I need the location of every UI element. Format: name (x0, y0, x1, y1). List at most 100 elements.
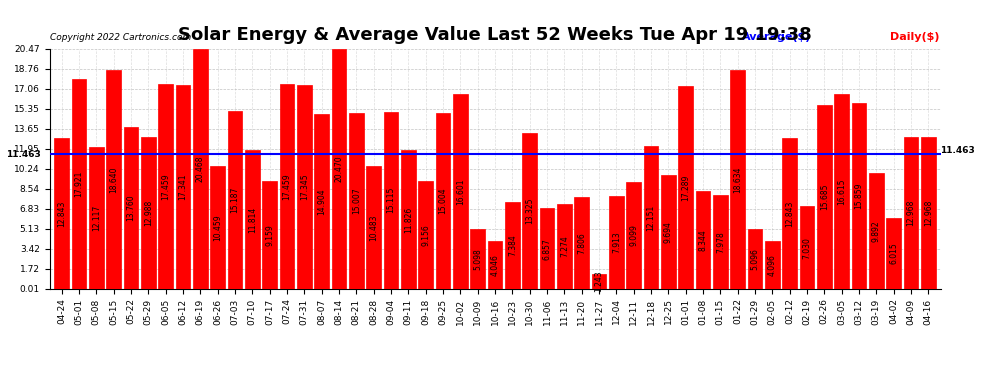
Text: 11.814: 11.814 (248, 207, 256, 233)
Text: 1.243: 1.243 (595, 271, 604, 292)
Text: 7.913: 7.913 (612, 232, 621, 254)
Bar (348, 113, 363, 289)
Text: 5.096: 5.096 (750, 248, 759, 270)
Text: 20.470: 20.470 (335, 156, 344, 182)
Text: 15.859: 15.859 (854, 183, 863, 209)
Text: 17.289: 17.289 (681, 174, 690, 201)
Bar (210, 166, 225, 289)
Bar (886, 218, 901, 289)
Text: 15.187: 15.187 (231, 187, 240, 213)
Text: 12.843: 12.843 (785, 200, 794, 227)
Text: 6.857: 6.857 (543, 238, 551, 260)
Bar (851, 103, 866, 289)
Text: Daily($): Daily($) (890, 32, 940, 42)
Bar (540, 209, 554, 289)
Bar (869, 173, 884, 289)
Bar (193, 49, 208, 289)
Bar (141, 136, 155, 289)
Bar (366, 166, 381, 289)
Bar (644, 146, 658, 289)
Bar (314, 114, 329, 289)
Bar (609, 196, 624, 289)
Bar (89, 147, 104, 289)
Text: 17.345: 17.345 (300, 174, 309, 201)
Text: 12.988: 12.988 (144, 200, 152, 226)
Text: 9.694: 9.694 (664, 221, 673, 243)
Text: 17.921: 17.921 (74, 171, 83, 197)
Text: 18.634: 18.634 (734, 166, 742, 193)
Bar (71, 79, 86, 289)
Bar (904, 137, 919, 289)
Text: 11.463: 11.463 (6, 150, 41, 159)
Text: 5.098: 5.098 (473, 248, 482, 270)
Text: Average($): Average($) (742, 32, 811, 42)
Text: 9.156: 9.156 (421, 224, 431, 246)
Bar (696, 191, 711, 289)
Bar (124, 128, 139, 289)
Bar (523, 132, 537, 289)
Bar (436, 113, 450, 289)
Bar (470, 229, 485, 289)
Bar (765, 241, 780, 289)
Bar (245, 150, 259, 289)
Bar (574, 197, 589, 289)
Bar (835, 94, 849, 289)
Text: 7.384: 7.384 (508, 235, 517, 256)
Text: 6.015: 6.015 (889, 243, 898, 264)
Bar (713, 195, 728, 289)
Bar (384, 112, 398, 289)
Bar (175, 86, 190, 289)
Text: 11.826: 11.826 (404, 206, 413, 232)
Text: 7.806: 7.806 (577, 232, 586, 254)
Text: 17.341: 17.341 (178, 174, 187, 200)
Text: 15.004: 15.004 (439, 188, 447, 214)
Bar (800, 206, 815, 289)
Text: 12.968: 12.968 (907, 200, 916, 226)
Bar (106, 70, 121, 289)
Text: 15.685: 15.685 (820, 184, 829, 210)
Bar (921, 137, 936, 289)
Text: 7.030: 7.030 (803, 237, 812, 259)
Text: 17.459: 17.459 (161, 173, 170, 200)
Text: 17.459: 17.459 (282, 173, 291, 200)
Text: 10.483: 10.483 (369, 214, 378, 241)
Bar (488, 242, 502, 289)
Text: 12.151: 12.151 (646, 204, 655, 231)
Bar (505, 202, 520, 289)
Bar (747, 229, 762, 289)
Text: 15.007: 15.007 (351, 188, 360, 214)
Bar (661, 175, 676, 289)
Bar (419, 182, 433, 289)
Bar (678, 86, 693, 289)
Text: 13.760: 13.760 (127, 195, 136, 222)
Text: 9.892: 9.892 (872, 220, 881, 242)
Text: 11.463: 11.463 (940, 146, 975, 155)
Bar (401, 150, 416, 289)
Text: 10.459: 10.459 (213, 214, 222, 241)
Bar (817, 105, 832, 289)
Text: 9.099: 9.099 (630, 225, 639, 246)
Text: 14.904: 14.904 (317, 188, 326, 215)
Bar (54, 138, 69, 289)
Text: 4.046: 4.046 (490, 254, 500, 276)
Text: 16.615: 16.615 (838, 178, 846, 205)
Bar (262, 182, 277, 289)
Text: 7.274: 7.274 (559, 236, 569, 257)
Text: 13.325: 13.325 (525, 198, 535, 224)
Text: 12.843: 12.843 (57, 200, 66, 227)
Bar (297, 86, 312, 289)
Bar (627, 182, 642, 289)
Text: 9.159: 9.159 (265, 224, 274, 246)
Text: 4.096: 4.096 (768, 254, 777, 276)
Text: Copyright 2022 Cartronics.com: Copyright 2022 Cartronics.com (50, 33, 191, 42)
Text: 20.468: 20.468 (196, 156, 205, 182)
Bar (782, 138, 797, 289)
Title: Solar Energy & Average Value Last 52 Weeks Tue Apr 19 19:38: Solar Energy & Average Value Last 52 Wee… (178, 26, 812, 44)
Text: 8.344: 8.344 (699, 229, 708, 251)
Bar (592, 274, 606, 289)
Bar (158, 84, 173, 289)
Text: 15.115: 15.115 (386, 187, 395, 213)
Text: 18.640: 18.640 (109, 166, 118, 193)
Text: 7.978: 7.978 (716, 231, 725, 253)
Text: 16.601: 16.601 (455, 178, 465, 205)
